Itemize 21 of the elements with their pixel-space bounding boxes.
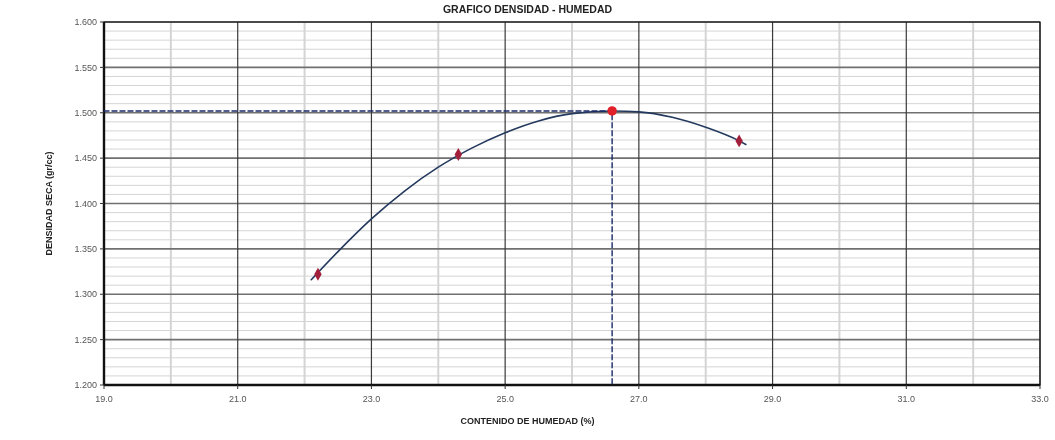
- x-tick-label: 31.0: [897, 394, 916, 404]
- y-tick-label: 1.300: [74, 289, 97, 300]
- y-tick-label: 1.200: [74, 380, 97, 391]
- y-tick-label: 1.500: [74, 107, 97, 118]
- y-tick-label: 1.250: [74, 334, 97, 345]
- x-tick-label: 27.0: [630, 394, 648, 404]
- chart-title: GRAFICO DENSIDAD - HUMEDAD: [442, 3, 613, 15]
- point: [607, 106, 617, 116]
- y-tick-label: 1.550: [74, 62, 97, 73]
- x-tick-label: 29.0: [763, 394, 782, 404]
- x-tick-label: 33.0: [1031, 394, 1049, 404]
- x-tick-label: 19.0: [95, 394, 113, 404]
- y-axis-title: DENSIDAD SECA (gr/cc): [44, 151, 54, 256]
- y-tick-label: 1.400: [74, 198, 97, 209]
- y-tick-label: 1.350: [74, 244, 97, 255]
- y-tick-label: 1.600: [74, 17, 97, 28]
- y-tick-label: 1.450: [74, 153, 97, 164]
- x-tick-label: 25.0: [496, 394, 514, 404]
- x-tick-label: 23.0: [362, 394, 381, 404]
- x-axis-title: CONTENIDO DE HUMEDAD (%): [460, 416, 595, 426]
- x-tick-label: 21.0: [228, 394, 247, 404]
